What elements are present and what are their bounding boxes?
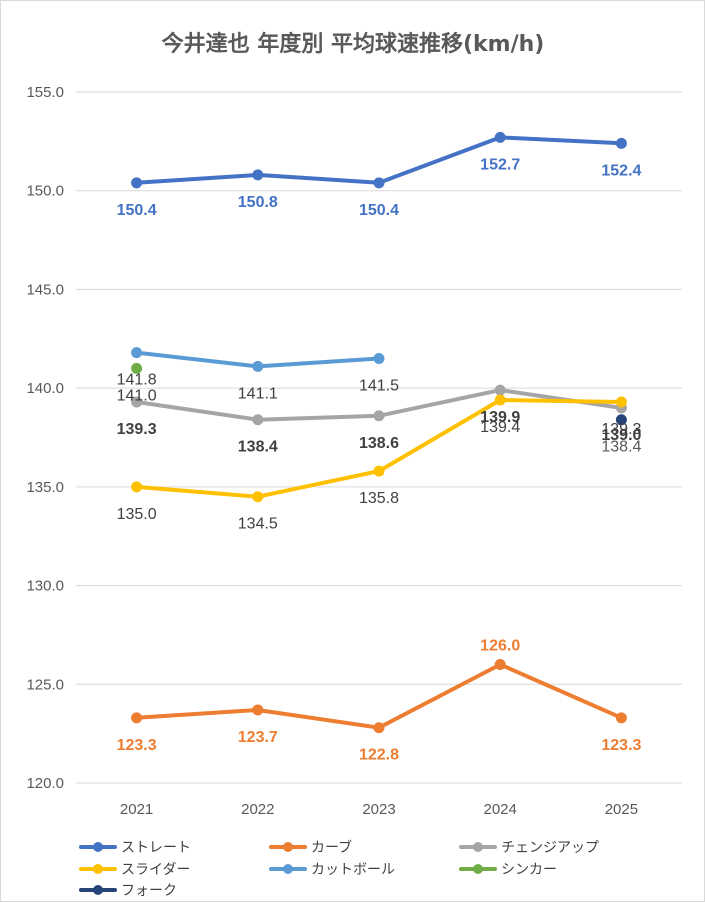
data-point: [252, 414, 264, 426]
legend-label: フォーク: [121, 883, 177, 899]
data-label: 139.3: [601, 421, 641, 438]
x-tick-label: 2025: [605, 801, 638, 818]
data-label: 139.9: [480, 409, 520, 426]
legend-label: スライダー: [121, 862, 190, 878]
data-point: [131, 177, 143, 189]
data-label: 126.0: [480, 638, 520, 655]
x-tick-label: 2023: [362, 801, 395, 818]
legend-label: ストレート: [121, 840, 191, 856]
data-label: 141.0: [117, 387, 157, 404]
data-point: [615, 396, 627, 408]
y-tick-label: 130.0: [26, 578, 64, 595]
series-group: [131, 131, 627, 734]
data-point: [494, 394, 506, 406]
data-label: 139.4: [480, 419, 520, 436]
y-tick-label: 150.0: [26, 183, 64, 200]
data-label: 150.8: [238, 194, 278, 211]
data-label: 123.7: [238, 729, 278, 746]
data-label: 123.3: [601, 737, 641, 754]
data-point: [131, 362, 143, 374]
data-point: [494, 659, 506, 671]
legend-label: カーブ: [311, 839, 352, 856]
data-label: 138.6: [359, 435, 399, 452]
data-point: [131, 481, 143, 493]
data-point: [252, 491, 264, 503]
y-tick-label: 145.0: [26, 281, 64, 298]
data-point: [494, 384, 506, 396]
legend-label: シンカー: [501, 862, 557, 878]
data-label: 123.3: [117, 737, 157, 754]
data-label: 152.7: [480, 156, 520, 173]
data-point: [373, 722, 385, 734]
chart-title: 今井達也 年度別 平均球速推移(km/h): [162, 31, 545, 57]
legend-marker: [93, 885, 103, 895]
data-label: 122.8: [359, 747, 399, 764]
data-label: 134.5: [238, 516, 278, 533]
y-tick-label: 135.0: [26, 479, 64, 496]
y-tick-label: 120.0: [26, 775, 64, 792]
data-point: [252, 169, 264, 181]
data-label: 150.4: [117, 202, 157, 219]
legend-marker: [283, 842, 293, 852]
data-label: 141.8: [117, 372, 157, 389]
legend-marker: [473, 842, 483, 852]
data-point: [373, 177, 385, 189]
y-tick-label: 155.0: [26, 84, 64, 101]
data-point: [252, 360, 264, 372]
data-label: 135.8: [359, 490, 399, 507]
data-point: [131, 712, 143, 724]
y-tick-label: 125.0: [26, 676, 64, 693]
data-labels: 150.4 150.8 150.4 152.7 152.4 123.3 123.7 122.8…: [117, 156, 642, 763]
x-tick-label: 2021: [120, 801, 153, 818]
data-label: 139.3: [117, 421, 157, 438]
data-label: 152.4: [601, 162, 641, 179]
legend-marker: [283, 864, 293, 874]
legend-marker: [93, 864, 103, 874]
legend-label: カットボール: [311, 862, 395, 878]
data-point: [252, 704, 264, 716]
data-point: [131, 347, 143, 359]
x-axis: 2021 2022 2023 2024 2025: [120, 801, 638, 818]
data-point: [615, 414, 627, 426]
data-label: 141.1: [238, 385, 278, 402]
x-tick-label: 2024: [484, 801, 517, 818]
data-label: 150.4: [359, 202, 399, 219]
legend-label: チェンジアップ: [501, 840, 599, 856]
data-label: 141.5: [359, 378, 399, 395]
series-line: [134, 135, 624, 185]
legend-marker: [473, 864, 483, 874]
data-label: 138.4: [238, 439, 278, 456]
data-point: [615, 137, 627, 149]
legend-marker: [93, 842, 103, 852]
data-label: 138.4: [601, 439, 641, 456]
data-point: [494, 131, 506, 143]
y-tick-label: 140.0: [26, 380, 64, 397]
x-tick-label: 2022: [241, 801, 274, 818]
data-point: [373, 410, 385, 422]
data-point: [615, 712, 627, 724]
data-point: [131, 396, 143, 408]
series-line: [134, 662, 624, 730]
y-axis: 120.0 125.0 130.0 135.0 140.0 145.0 150.0 155.0: [26, 84, 64, 792]
data-point: [373, 353, 385, 365]
data-label: 139.0: [601, 427, 641, 444]
gridlines: [76, 91, 682, 784]
data-point: [373, 465, 385, 477]
data-label: 135.0: [117, 506, 157, 523]
